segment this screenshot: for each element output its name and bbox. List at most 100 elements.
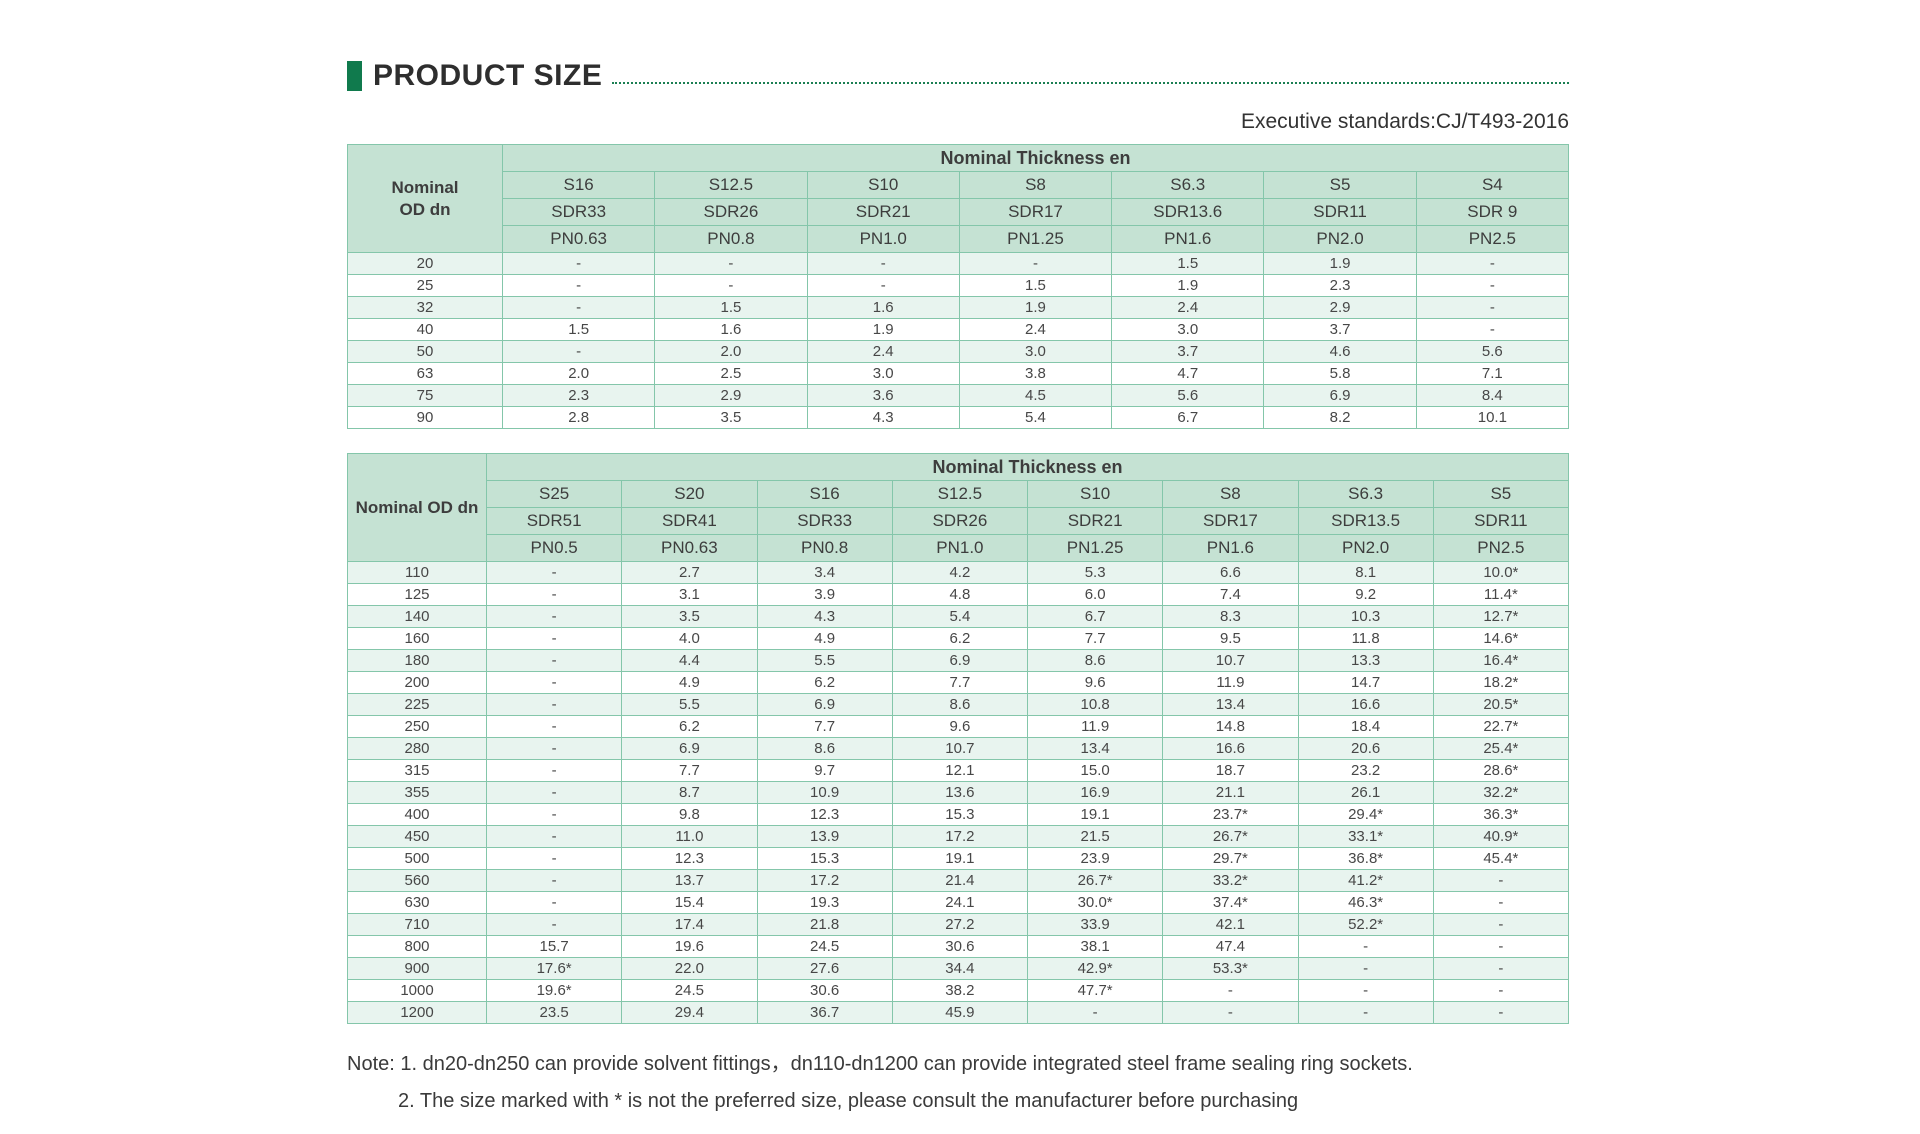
value-cell: - [501, 340, 656, 363]
value-cell: 9.6 [1026, 671, 1164, 694]
value-cell: 25.4* [1432, 737, 1570, 760]
value-cell: 27.6 [756, 957, 893, 980]
value-cell: - [485, 561, 623, 584]
table-row: 40 1.5 1.6 1.9 2.4 3.0 3.7- [347, 318, 1570, 341]
value-cell: 5.6 [1415, 340, 1570, 363]
value-cell: 2.4 [806, 340, 960, 363]
s-header-cell: S25 [485, 480, 623, 508]
value-cell: 3.0 [1111, 318, 1265, 341]
value-cell: 13.4 [1026, 737, 1164, 760]
value-cell: - [806, 274, 960, 297]
table-row: 355-8.7 10.9 13.6 16.9 21.1 26.1 32.2* [347, 781, 1570, 804]
value-cell: - [1297, 957, 1434, 980]
value-cell: 19.6* [485, 979, 623, 1002]
value-cell: 3.0 [806, 362, 960, 385]
value-cell: 2.9 [1263, 296, 1417, 319]
note-line-2: 2. The size marked with * is not the pre… [398, 1090, 1299, 1112]
value-cell: 8.2 [1263, 406, 1417, 429]
value-cell: - [654, 274, 808, 297]
value-cell: - [1297, 1001, 1434, 1024]
value-cell: 42.9* [1026, 957, 1164, 980]
group-header: Nominal Thickness en [486, 453, 1569, 481]
value-cell: 5.5 [621, 693, 758, 716]
table-row: 75 2.3 2.9 3.6 4.5 5.6 6.9 8.4 [347, 384, 1570, 407]
value-cell: 19.1 [1026, 803, 1164, 826]
value-cell: 11.4* [1432, 583, 1570, 606]
page-title: PRODUCT SIZE [373, 59, 603, 92]
value-cell: 26.1 [1297, 781, 1434, 804]
od-cell: 125 [347, 583, 487, 606]
value-cell: 3.9 [756, 583, 893, 606]
value-cell: 17.2 [756, 869, 893, 892]
sdr-header-cell: SDR11 [1432, 507, 1570, 535]
value-cell: 8.3 [1162, 605, 1299, 628]
header-row: SDR33 SDR26 SDR21 SDR17 SDR13.6 SDR11 SDR 9 [348, 198, 1570, 226]
value-cell: 6.7 [1026, 605, 1164, 628]
page-content: PRODUCT SIZE Executive standards:CJ/T493… [347, 0, 1570, 1120]
value-cell: 23.5 [485, 1001, 623, 1024]
s-header-cell: S6.3 [1297, 480, 1434, 508]
value-cell: 3.5 [654, 406, 808, 429]
od-cell: 250 [347, 715, 487, 738]
value-cell: 24.5 [756, 935, 893, 958]
od-cell: 630 [347, 891, 487, 914]
table-row: 140-3.5 4.3 5.4 6.7 8.3 10.3 12.7* [347, 605, 1570, 628]
value-cell: 1.6 [806, 296, 960, 319]
value-cell: - [485, 671, 623, 694]
od-cell: 140 [347, 605, 487, 628]
table-body: 20- - - -1.5 1.9-25- - -1.5 1.9 2.3-32-1.5 1.6 1.9… [347, 252, 1570, 429]
table-row: 90 2.8 3.5 4.3 5.4 6.7 8.2 10.1 [347, 406, 1570, 429]
value-cell: 11.8 [1297, 627, 1434, 650]
value-cell: 1.6 [654, 318, 808, 341]
value-cell: 22.7* [1432, 715, 1570, 738]
table-row: 110-2.7 3.4 4.2 5.3 6.6 8.1 10.0* [347, 561, 1570, 584]
value-cell: 9.8 [621, 803, 758, 826]
value-cell: 5.8 [1263, 362, 1417, 385]
value-cell: 21.5 [1026, 825, 1164, 848]
value-cell: 24.1 [891, 891, 1029, 914]
value-cell: 4.8 [891, 583, 1029, 606]
od-cell: 40 [347, 318, 503, 341]
pn-header-cell: PN0.63 [501, 225, 656, 253]
value-cell: 37.4* [1162, 891, 1299, 914]
value-cell: 11.9 [1162, 671, 1299, 694]
value-cell: - [485, 737, 623, 760]
dotted-divider [612, 82, 1569, 84]
sdr-header-cell: SDR51 [485, 507, 623, 535]
table-row: 1200 23.5 29.4 36.7 45.9- - - - [347, 1001, 1570, 1024]
value-cell: 33.9 [1026, 913, 1164, 936]
od-cell: 225 [347, 693, 487, 716]
header-row: PN0.63 PN0.8 PN1.0 PN1.25 PN1.6 PN2.0 PN2.5 [348, 225, 1570, 253]
value-cell: 9.6 [891, 715, 1029, 738]
value-cell: - [958, 252, 1113, 275]
value-cell: 15.3 [756, 847, 893, 870]
value-cell: 4.3 [756, 605, 893, 628]
value-cell: - [485, 627, 623, 650]
value-cell: 3.4 [756, 561, 893, 584]
sdr-header-cell: SDR17 [958, 198, 1113, 226]
s-header-cell: S12.5 [654, 171, 808, 199]
value-cell: 7.1 [1415, 362, 1570, 385]
value-cell: 47.4 [1162, 935, 1299, 958]
value-cell: 7.4 [1162, 583, 1299, 606]
table-row: 250-6.2 7.7 9.6 11.9 14.8 18.4 22.7* [347, 715, 1570, 738]
header-row: SDR51 SDR41 SDR33 SDR26 SDR21 SDR17 SDR13.5 SDR… [348, 507, 1570, 535]
value-cell: - [485, 693, 623, 716]
value-cell: 29.7* [1162, 847, 1299, 870]
value-cell: - [485, 715, 623, 738]
sdr-header-cell: SDR41 [621, 507, 758, 535]
pn-header-cell: PN1.0 [806, 225, 960, 253]
pn-header-cell: PN0.8 [654, 225, 808, 253]
value-cell: - [485, 583, 623, 606]
value-cell: 53.3* [1162, 957, 1299, 980]
value-cell: 4.7 [1111, 362, 1265, 385]
value-cell: 14.6* [1432, 627, 1570, 650]
value-cell: 5.4 [958, 406, 1113, 429]
table-row: 450-11.0 13.9 17.2 21.5 26.7* 33.1* 40.9* [347, 825, 1570, 848]
s-header-cell: S10 [806, 171, 960, 199]
od-cell: 63 [347, 362, 503, 385]
value-cell: 26.7* [1162, 825, 1299, 848]
value-cell: 23.9 [1026, 847, 1164, 870]
value-cell: 36.8* [1297, 847, 1434, 870]
executive-standards-text: Executive standards:CJ/T493-2016 [1240, 110, 1569, 133]
